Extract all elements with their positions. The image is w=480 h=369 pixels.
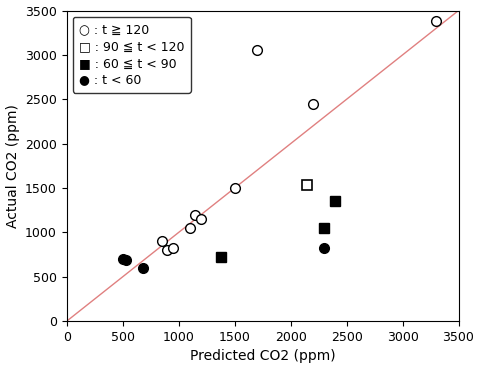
Legend: ○ : t ≧ 120, □ : 90 ≦ t < 120, ■ : 60 ≦ t < 90, ● : t < 60: ○ : t ≧ 120, □ : 90 ≦ t < 120, ■ : 60 ≦ …	[73, 17, 191, 93]
Y-axis label: Actual CO2 (ppm): Actual CO2 (ppm)	[6, 104, 20, 228]
X-axis label: Predicted CO2 (ppm): Predicted CO2 (ppm)	[190, 349, 336, 363]
